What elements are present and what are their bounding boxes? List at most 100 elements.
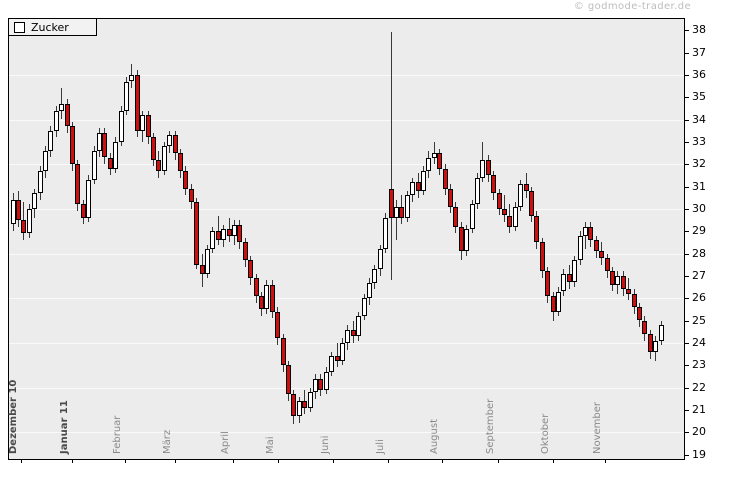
- candle-wick: [336, 342, 338, 368]
- candle-down: [415, 182, 421, 191]
- y-axis-label: 26: [692, 291, 706, 304]
- candle-up: [329, 356, 335, 372]
- y-axis-label: 25: [692, 314, 706, 327]
- candle-down: [285, 365, 291, 395]
- y-axis-tick: [684, 231, 689, 232]
- candle-up: [372, 269, 378, 283]
- candle-down: [269, 284, 275, 312]
- x-axis-tick: [278, 459, 279, 463]
- y-axis-tick: [684, 142, 689, 143]
- y-axis-label: 35: [692, 90, 706, 103]
- candle-up: [361, 298, 367, 317]
- candle-down: [226, 228, 232, 236]
- y-axis-label: 28: [692, 247, 706, 260]
- x-axis-month-label: Juni: [320, 435, 331, 454]
- candle-wick: [390, 32, 392, 281]
- x-axis-tick: [125, 459, 126, 463]
- y-axis-tick: [684, 164, 689, 165]
- candle-down: [215, 231, 221, 241]
- x-axis-month-label: April: [220, 431, 231, 454]
- candle-down: [496, 193, 502, 209]
- candle-up: [480, 159, 486, 178]
- y-axis-label: 30: [692, 202, 706, 215]
- candle-wick: [503, 195, 505, 223]
- candle-down: [199, 264, 205, 274]
- x-axis-tick: [388, 459, 389, 463]
- candle-down: [242, 242, 248, 261]
- candle-wick: [433, 141, 435, 165]
- y-axis-label: 33: [692, 135, 706, 148]
- candle-up: [431, 153, 437, 158]
- gridline: [9, 253, 684, 255]
- y-axis-tick: [684, 254, 689, 255]
- x-axis-month-label: Oktober: [540, 413, 551, 454]
- candle-up: [410, 182, 416, 196]
- candle-down: [194, 202, 200, 265]
- candle-up: [312, 378, 318, 392]
- candle-up: [323, 371, 329, 390]
- candle-up: [615, 275, 621, 285]
- y-axis-tick: [684, 432, 689, 433]
- y-axis-label: 34: [692, 113, 706, 126]
- candle-up: [96, 132, 102, 151]
- y-axis-label: 24: [692, 336, 706, 349]
- candle-up: [118, 110, 124, 142]
- candle-down: [647, 333, 653, 352]
- candle-down: [75, 164, 81, 205]
- candle-down: [21, 220, 27, 234]
- y-axis-tick: [684, 187, 689, 188]
- y-axis-tick: [684, 365, 689, 366]
- candle-down: [588, 226, 594, 241]
- candle-down: [442, 168, 448, 189]
- candle-up: [37, 170, 43, 194]
- y-axis-label: 21: [692, 403, 706, 416]
- candle-up: [464, 228, 470, 252]
- candle-up: [345, 329, 351, 343]
- watermark: © godmode-trader.de: [573, 1, 691, 12]
- candle-up: [42, 150, 48, 171]
- candle-down: [620, 275, 626, 290]
- candle-up: [167, 135, 173, 147]
- y-axis-label: 19: [692, 448, 706, 461]
- x-axis-month-label: März: [162, 429, 173, 454]
- candle-down: [102, 132, 108, 158]
- x-axis-month-label: Dezember 10: [8, 379, 19, 454]
- x-axis-tick: [605, 459, 606, 463]
- candle-up: [356, 316, 362, 337]
- candle-up: [296, 400, 302, 417]
- y-axis-tick: [684, 410, 689, 411]
- candle-down: [458, 226, 464, 252]
- candle-up: [518, 184, 524, 207]
- candle-up: [426, 157, 432, 171]
- gridline: [9, 74, 684, 76]
- gridline: [9, 298, 684, 300]
- candle-up: [653, 340, 659, 352]
- y-axis-tick: [684, 455, 689, 456]
- y-axis-label: 29: [692, 224, 706, 237]
- candle-up: [210, 231, 216, 250]
- candle-up: [231, 224, 237, 236]
- y-axis-tick: [684, 343, 689, 344]
- x-axis-tick: [72, 459, 73, 463]
- y-axis-tick: [684, 276, 689, 277]
- candle-down: [237, 224, 243, 243]
- candle-down: [437, 153, 443, 169]
- gridline: [9, 432, 684, 434]
- candle-up: [86, 179, 92, 218]
- candle-up: [204, 249, 210, 274]
- candlestick-plot-area: [8, 18, 685, 460]
- candle-up: [129, 74, 135, 82]
- candle-down: [491, 175, 497, 194]
- y-axis-tick: [684, 388, 689, 389]
- candle-down: [566, 273, 572, 283]
- legend-checkbox-icon[interactable]: [14, 21, 25, 33]
- candle-down: [642, 320, 648, 334]
- candle-up: [383, 217, 389, 250]
- x-axis-tick: [175, 459, 176, 463]
- candle-wick: [584, 222, 586, 249]
- candle-up: [555, 291, 561, 312]
- candle-wick: [628, 278, 630, 301]
- candle-down: [388, 188, 394, 218]
- candle-down: [599, 251, 605, 258]
